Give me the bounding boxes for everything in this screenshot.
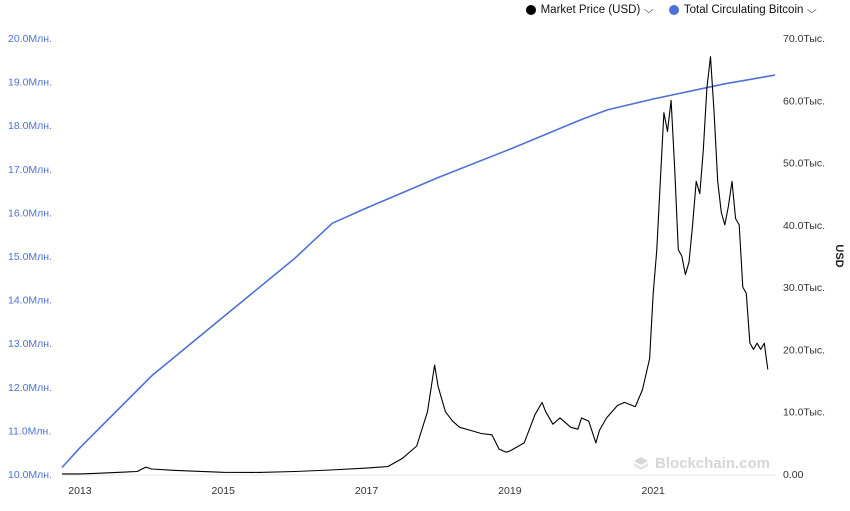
y-left-tick-label: 12.0Млн. — [8, 382, 52, 394]
axes: 10.0Млн. 11.0Млн. 12.0Млн. 13.0Млн. 14.0Млн.… — [8, 33, 845, 497]
y-right-tick-label: 0.00 — [783, 469, 804, 481]
x-tick-label: 2013 — [68, 485, 92, 497]
y-right-tick-label: 70.0Тыс. — [783, 33, 825, 45]
legend-label-market-price: Market Price (USD) — [540, 4, 641, 16]
watermark-text: Blockchain.com — [654, 455, 770, 472]
y-right-axis-title: USD — [833, 244, 845, 267]
y-left-tick-label: 13.0Млн. — [8, 338, 52, 350]
y-left-tick-label: 19.0Млн. — [8, 77, 52, 89]
y-left-tick-label: 18.0Млн. — [8, 120, 52, 132]
watermark: Blockchain.com — [633, 455, 770, 472]
legend-dot-market-price — [525, 5, 536, 15]
x-tick-label: 2021 — [642, 485, 666, 497]
x-tick-label: 2017 — [355, 485, 379, 497]
chevron-down-icon[interactable]: ⌵ — [644, 4, 655, 16]
legend-label-circulating-bitcoin: Total Circulating Bitcoin — [683, 4, 804, 16]
y-left-tick-label: 20.0Млн. — [8, 33, 52, 45]
y-right-tick-label: 20.0Тыс. — [783, 344, 825, 356]
chevron-down-icon[interactable]: ⌵ — [807, 4, 818, 16]
y-left-tick-label: 14.0Млн. — [8, 295, 52, 307]
y-left-tick-label: 15.0Млн. — [8, 251, 52, 263]
y-right-tick-label: 60.0Тыс. — [783, 95, 825, 107]
series-line-market-price — [62, 56, 769, 475]
legend-item-market-price[interactable]: Market Price (USD) ⌵ — [525, 4, 655, 16]
legend-dot-circulating-bitcoin — [668, 5, 679, 15]
y-left-tick-label: 16.0Млн. — [8, 207, 52, 219]
y-right-tick-label: 40.0Тыс. — [783, 220, 825, 232]
legend-item-circulating-bitcoin[interactable]: Total Circulating Bitcoin ⌵ — [668, 4, 818, 16]
blockchain-logo-icon — [633, 456, 648, 470]
y-right-tick-label: 30.0Тыс. — [783, 282, 825, 294]
x-tick-label: 2019 — [498, 485, 522, 497]
legend: Market Price (USD) ⌵ Total Circulating B… — [525, 4, 818, 16]
x-tick-label: 2015 — [212, 485, 236, 497]
y-left-tick-label: 11.0Млн. — [8, 425, 51, 437]
series-layer — [61, 56, 776, 475]
y-right-tick-label: 50.0Тыс. — [783, 158, 825, 170]
y-left-tick-label: 17.0Млн. — [8, 164, 52, 176]
y-left-tick-label: 10.0Млн. — [8, 469, 52, 481]
series-line-circulating-bitcoin — [61, 74, 776, 469]
y-right-tick-label: 10.0Тыс. — [783, 407, 825, 419]
